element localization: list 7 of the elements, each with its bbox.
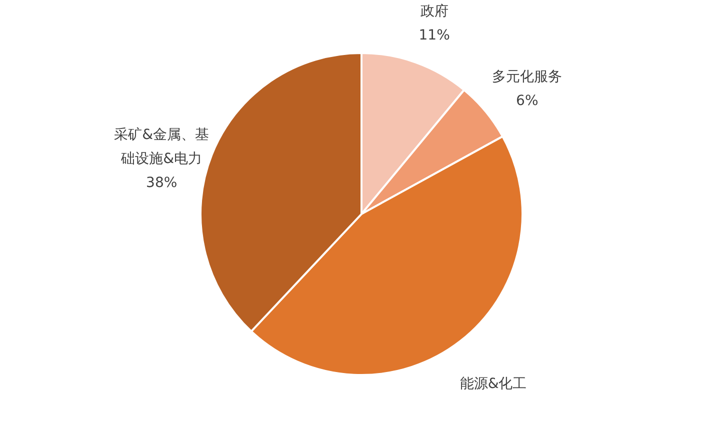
slice-label: 政府 xyxy=(420,4,448,20)
slice-label: 能源&化工 xyxy=(460,376,527,392)
data-label: 38% xyxy=(146,174,178,191)
data-label: 6% xyxy=(516,92,538,109)
slice-label: 采矿&金属、基础设施&电力 xyxy=(114,126,210,167)
data-label: 11% xyxy=(418,28,450,44)
slice-label: 多元化服务 xyxy=(492,68,562,85)
